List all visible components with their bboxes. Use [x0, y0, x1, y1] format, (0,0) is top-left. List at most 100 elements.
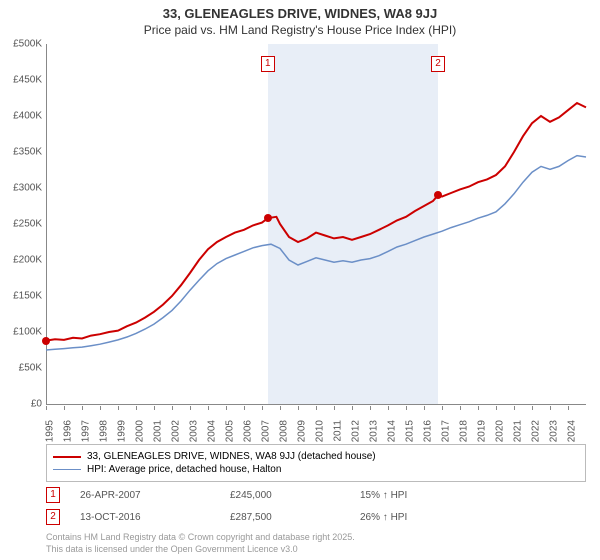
x-tick-label: 2007	[261, 420, 272, 442]
x-tick-mark	[226, 406, 227, 410]
series-line-hpi	[46, 156, 586, 350]
x-tick-mark	[532, 406, 533, 410]
x-tick-mark	[118, 406, 119, 410]
y-tick-label: £150K	[13, 291, 42, 302]
sale-dot	[434, 191, 442, 199]
x-tick-label: 2024	[567, 420, 578, 442]
x-tick-mark	[298, 406, 299, 410]
x-tick-mark	[352, 406, 353, 410]
x-tick-label: 2009	[297, 420, 308, 442]
x-tick-mark	[244, 406, 245, 410]
x-tick-mark	[514, 406, 515, 410]
x-tick-mark	[64, 406, 65, 410]
x-tick-mark	[82, 406, 83, 410]
y-tick-label: £50K	[19, 363, 42, 374]
chart-plot-area: £0£50K£100K£150K£200K£250K£300K£350K£400…	[46, 44, 586, 404]
x-tick-label: 2020	[495, 420, 506, 442]
x-tick-label: 2015	[405, 420, 416, 442]
x-tick-label: 2017	[441, 420, 452, 442]
x-tick-mark	[496, 406, 497, 410]
x-tick-label: 2013	[369, 420, 380, 442]
marker-annotation: 1	[261, 56, 275, 72]
x-tick-label: 2018	[459, 420, 470, 442]
chart-lines	[46, 44, 586, 404]
x-tick-mark	[424, 406, 425, 410]
chart-title: 33, GLENEAGLES DRIVE, WIDNES, WA8 9JJ	[0, 0, 600, 23]
x-tick-label: 2022	[531, 420, 542, 442]
chart-subtitle: Price paid vs. HM Land Registry's House …	[0, 23, 600, 39]
x-tick-label: 2006	[243, 420, 254, 442]
legend-swatch	[53, 469, 81, 470]
x-tick-mark	[136, 406, 137, 410]
x-tick-label: 2010	[315, 420, 326, 442]
x-tick-mark	[190, 406, 191, 410]
y-tick-label: £350K	[13, 147, 42, 158]
y-tick-label: £250K	[13, 219, 42, 230]
legend-label: 33, GLENEAGLES DRIVE, WIDNES, WA8 9JJ (d…	[87, 451, 376, 462]
y-tick-label: £450K	[13, 75, 42, 86]
sale-dot	[264, 214, 272, 222]
sale-dot	[42, 337, 50, 345]
legend-item: HPI: Average price, detached house, Halt…	[53, 464, 579, 475]
x-tick-mark	[100, 406, 101, 410]
x-tick-mark	[478, 406, 479, 410]
sale-date: 13-OCT-2016	[80, 512, 230, 523]
x-tick-mark	[208, 406, 209, 410]
x-tick-label: 1999	[117, 420, 128, 442]
x-tick-mark	[460, 406, 461, 410]
sale-marker-box: 1	[46, 487, 60, 503]
x-tick-label: 2000	[135, 420, 146, 442]
x-tick-label: 2003	[189, 420, 200, 442]
y-tick-label: £100K	[13, 327, 42, 338]
x-tick-label: 2016	[423, 420, 434, 442]
series-line-price_paid	[46, 103, 586, 341]
x-tick-label: 2005	[225, 420, 236, 442]
x-tick-mark	[172, 406, 173, 410]
x-tick-mark	[568, 406, 569, 410]
x-tick-label: 2012	[351, 420, 362, 442]
sale-pct: 26% ↑ HPI	[360, 512, 586, 523]
y-tick-label: £0	[31, 399, 42, 410]
y-axis-ticks: £0£50K£100K£150K£200K£250K£300K£350K£400…	[2, 44, 44, 404]
x-tick-label: 2004	[207, 420, 218, 442]
sale-price: £245,000	[230, 490, 360, 501]
x-axis-ticks: 1995199619971998199920002001200220032004…	[46, 406, 586, 446]
x-tick-mark	[550, 406, 551, 410]
x-tick-label: 2002	[171, 420, 182, 442]
legend-label: HPI: Average price, detached house, Halt…	[87, 464, 281, 475]
x-axis-line	[46, 404, 586, 405]
sale-row: 2 13-OCT-2016 £287,500 26% ↑ HPI	[46, 508, 586, 526]
x-tick-label: 2001	[153, 420, 164, 442]
marker-annotation: 2	[431, 56, 445, 72]
legend-swatch	[53, 456, 81, 458]
chart-container: 33, GLENEAGLES DRIVE, WIDNES, WA8 9JJ Pr…	[0, 0, 600, 560]
x-tick-mark	[388, 406, 389, 410]
x-tick-label: 2019	[477, 420, 488, 442]
x-tick-mark	[370, 406, 371, 410]
y-tick-label: £200K	[13, 255, 42, 266]
x-tick-mark	[406, 406, 407, 410]
sale-marker-box: 2	[46, 509, 60, 525]
x-tick-mark	[280, 406, 281, 410]
legend: 33, GLENEAGLES DRIVE, WIDNES, WA8 9JJ (d…	[46, 444, 586, 482]
x-tick-label: 2011	[333, 420, 344, 442]
x-tick-label: 2014	[387, 420, 398, 442]
sale-row: 1 26-APR-2007 £245,000 15% ↑ HPI	[46, 486, 586, 504]
x-tick-label: 1995	[45, 420, 56, 442]
x-tick-mark	[334, 406, 335, 410]
sale-price: £287,500	[230, 512, 360, 523]
footnote-line-2: This data is licensed under the Open Gov…	[46, 544, 586, 555]
y-tick-label: £300K	[13, 183, 42, 194]
x-tick-mark	[316, 406, 317, 410]
footnote-line-1: Contains HM Land Registry data © Crown c…	[46, 532, 586, 543]
x-tick-mark	[154, 406, 155, 410]
x-tick-label: 1998	[99, 420, 110, 442]
x-tick-label: 1996	[63, 420, 74, 442]
sale-pct: 15% ↑ HPI	[360, 490, 586, 501]
x-tick-mark	[442, 406, 443, 410]
y-tick-label: £500K	[13, 39, 42, 50]
y-tick-label: £400K	[13, 111, 42, 122]
x-tick-label: 2021	[513, 420, 524, 442]
legend-item: 33, GLENEAGLES DRIVE, WIDNES, WA8 9JJ (d…	[53, 451, 579, 462]
x-tick-label: 2023	[549, 420, 560, 442]
